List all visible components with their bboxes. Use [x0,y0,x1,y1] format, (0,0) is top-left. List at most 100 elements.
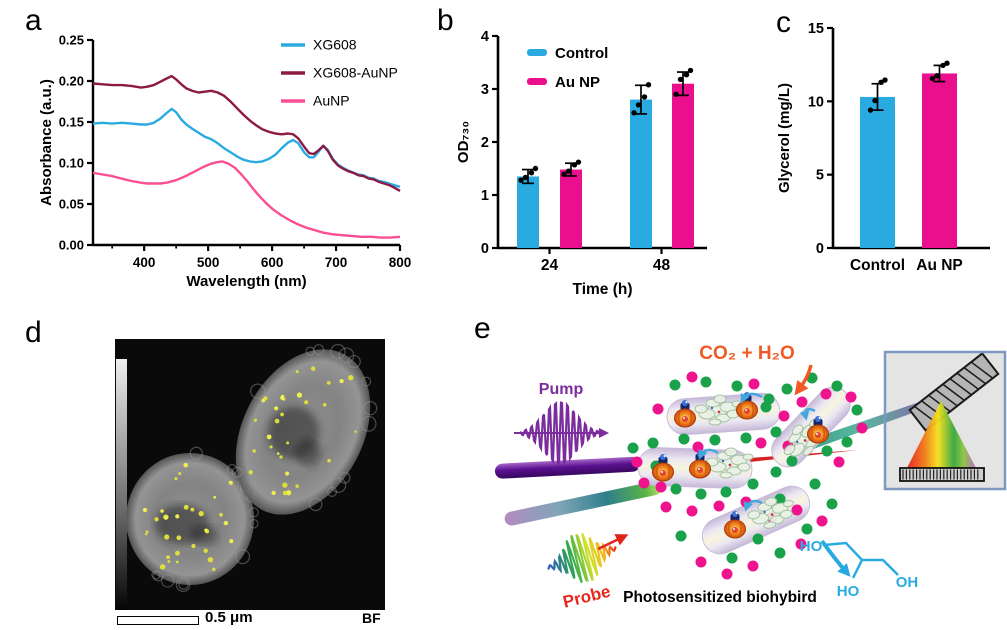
au-nanoparticles [248,366,357,496]
au-nanoparticles [142,462,234,572]
data-point [683,71,690,78]
series-XG608 [92,107,401,188]
dispersed-spectrum [907,401,976,468]
svg-text:2: 2 [481,135,489,151]
biohybrid-caption: Photosensitized biohybird [623,589,817,606]
svg-text:0.25: 0.25 [59,33,84,48]
data-point [571,162,578,168]
glycerol-ho-top-label: HO [800,538,823,555]
svg-text:0: 0 [816,241,824,257]
uvvis-spectra-chart: 0.00 0.05 0.10 0.15 0.20 0.25 400 500 600 700 800 W… [38,33,412,291]
panel-c-label: c [776,6,791,39]
schematic-diagram: Pump Probe CO₂ + H₂O Photosensitized bio… [494,343,1007,612]
y-axis-title: OD₇₃₀ [455,121,472,163]
x-axis-title: Wavelength (nm) [186,273,306,290]
bar [630,99,652,248]
probe-beam [504,481,662,526]
pump-pulse [519,401,601,465]
schematic-art [494,350,1007,584]
svg-text:15: 15 [808,21,824,37]
bar [860,96,895,248]
data-point [561,171,567,178]
data-point [575,159,582,165]
data-point [645,82,652,88]
category-label: 24 [541,257,559,274]
svg-text:AuNP: AuNP [313,93,350,109]
tem-image-panel: 0.5 μm BF [20,315,450,630]
electron-transfer-arrow [698,448,719,460]
data-point [528,170,535,176]
pump-label: Pump [539,381,584,398]
pump-beam [494,456,640,479]
category-label: Control [850,257,905,274]
data-point [522,174,529,181]
svg-text:0.05: 0.05 [59,197,84,212]
co2-h2o-label: CO₂ + H₂O [699,343,795,364]
cyanobacterium-cell [126,446,259,592]
data-point [532,165,539,172]
svg-text:500: 500 [197,255,220,270]
svg-text:Au NP: Au NP [555,74,600,91]
data-point [944,60,950,66]
svg-text:1: 1 [481,188,489,204]
svg-text:0.10: 0.10 [59,156,84,171]
svg-text:XG608-AuNP: XG608-AuNP [313,65,398,81]
photosensitizer-icon [674,400,696,428]
svg-text:10: 10 [808,94,824,110]
glycerol-bar-chart: 0 5 10 15 Control Au NP Glycerol (mg/L) [776,21,990,274]
data-point [518,177,524,183]
bar [672,83,694,248]
panel-a-label: a [25,4,42,37]
photosensitizer-icon [807,416,829,444]
probe-pulse [547,532,617,584]
bar [517,176,539,248]
panel-e-label: e [474,312,491,345]
svg-text:Control: Control [555,45,608,62]
svg-text:5: 5 [816,168,824,184]
y-axis-title: Glycerol (mg/L) [776,83,793,193]
data-point [940,62,946,69]
panel-b-label: b [437,4,454,37]
signal-beam [808,395,940,451]
enzyme-cluster [694,394,743,426]
svg-text:4: 4 [481,29,489,45]
bar [922,73,957,248]
data-point [635,102,642,108]
data-point [882,77,888,83]
scale-bar-label: 0.5 μm [205,609,253,626]
co2-input-arrow [794,364,813,396]
series-AuNP [92,160,401,239]
data-point [878,79,884,85]
svg-text:3: 3 [481,82,489,98]
enzyme-cluster [747,497,794,529]
series-XG608-AuNP [92,74,401,192]
bar [560,169,582,248]
electron-transfer-arrow [743,499,763,512]
svg-text:0.00: 0.00 [59,238,84,253]
svg-text:0.15: 0.15 [59,115,84,130]
photosensitizer-icon [652,454,674,482]
data-point [687,67,694,74]
svg-text:800: 800 [389,255,412,270]
data-point [641,94,648,100]
panel-d-label: d [25,316,42,349]
data-point [565,168,572,174]
data-point [929,75,936,82]
svg-text:700: 700 [325,255,348,270]
legend: Control Au NP [527,45,608,91]
diffraction-grating [908,352,1000,432]
x-axis-title: Time (h) [573,281,633,298]
data-point [631,110,637,116]
data-point [677,76,684,83]
svg-text:400: 400 [133,255,156,270]
data-point [934,72,940,79]
electron-transfer-arrow [799,407,816,421]
svg-text:XG608: XG608 [313,37,357,53]
glycerol-structure [823,541,899,579]
svg-text:600: 600 [261,255,284,270]
tem-art [115,339,385,610]
detector-array [899,467,985,482]
data-point [872,97,878,104]
od730-bar-chart: 0 1 2 3 4 24 48 Time (h) OD₇₃₀ Control Au NP [455,29,707,298]
